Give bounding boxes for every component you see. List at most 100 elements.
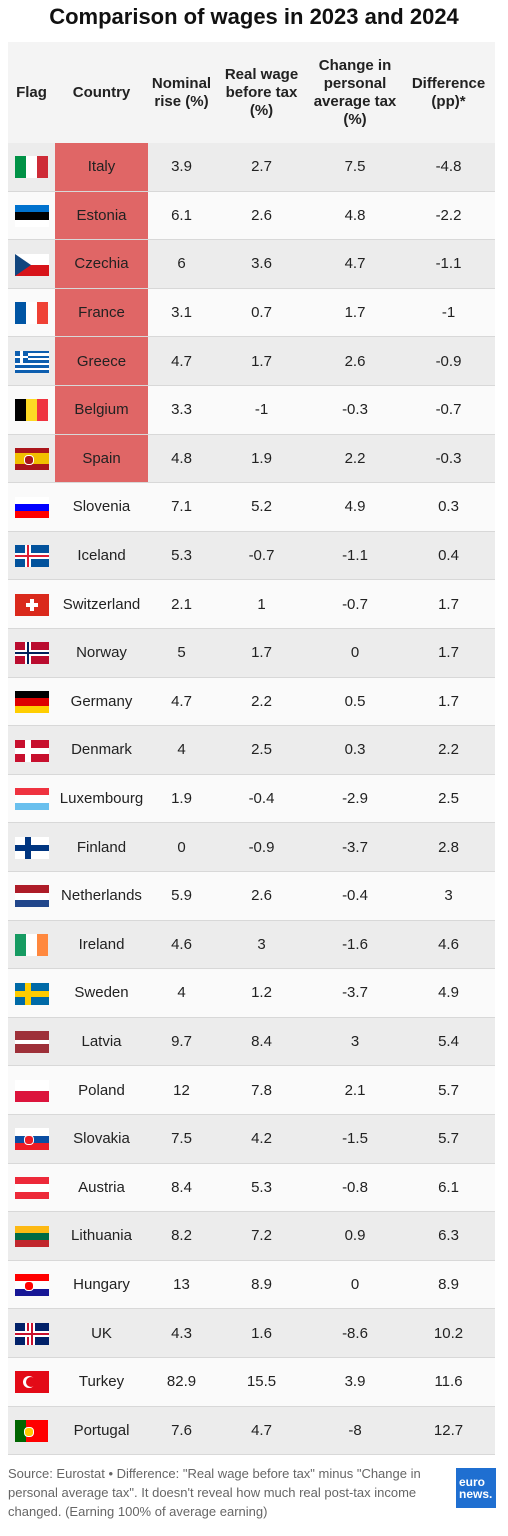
value-cell: 1.9: [251, 449, 272, 467]
country-cell: Czechia: [55, 240, 148, 288]
value-cell: 3.9: [171, 158, 192, 176]
table-row: [8, 677, 495, 727]
flag: [14, 1274, 49, 1297]
flag: [14, 545, 49, 568]
logo-line: euro: [459, 1475, 486, 1489]
country-cell: Finland: [76, 838, 127, 856]
value-cell: 4.9: [344, 498, 366, 516]
country-cell: Slovakia: [73, 1130, 130, 1148]
value-cell: 4.8: [171, 449, 192, 467]
table-row: [8, 1358, 495, 1407]
value-cell: 1.9: [171, 790, 192, 808]
value-cell: 1: [257, 595, 266, 613]
column-header: Country: [72, 83, 131, 101]
flag: [14, 1322, 49, 1345]
value-cell: 2.6: [251, 206, 272, 224]
value-cell: -8: [348, 1421, 362, 1439]
value-cell: 6: [177, 255, 186, 273]
country-cell: Norway: [76, 644, 127, 662]
flag: [14, 982, 49, 1005]
value-cell: 0: [177, 838, 186, 856]
table-row: [8, 1163, 495, 1213]
country-cell: Hungary: [73, 1276, 130, 1294]
country-cell: Ireland: [78, 935, 125, 953]
value-cell: 4.6: [438, 935, 459, 953]
value-cell: 7.1: [171, 498, 192, 516]
value-cell: 2.5: [251, 741, 272, 759]
value-cell: -0.4: [248, 790, 275, 808]
value-cell: 4.6: [171, 935, 192, 953]
value-cell: 3.9: [344, 1373, 366, 1391]
flag: [14, 739, 49, 762]
value-cell: 2.6: [344, 352, 366, 370]
flag: [14, 1225, 49, 1248]
table-row: [8, 969, 495, 1018]
value-cell: 1.7: [438, 595, 459, 613]
table-row: [8, 629, 495, 678]
value-cell: 3: [350, 1033, 360, 1051]
table-row: [8, 1017, 495, 1067]
value-cell: 4.3: [171, 1324, 192, 1342]
table-row: [8, 726, 495, 775]
table-row: [8, 872, 495, 921]
table-row: [8, 1212, 495, 1261]
table-row: [8, 531, 495, 581]
country-cell: Iceland: [77, 547, 126, 565]
value-cell: 5.3: [171, 547, 192, 565]
value-cell: -1.1: [342, 547, 368, 565]
country-cell: Sweden: [74, 984, 129, 1002]
country-cell: Belgium: [55, 386, 148, 434]
value-cell: -0.9: [248, 838, 275, 856]
country-cell: Netherlands: [61, 887, 142, 905]
table-row: [8, 580, 495, 629]
value-cell: 2.1: [344, 1081, 366, 1099]
value-cell: -1.1: [435, 255, 462, 273]
flag: [14, 496, 49, 519]
country-cell: Spain: [55, 434, 148, 483]
flag: [14, 690, 49, 713]
country-cell: Portugal: [73, 1421, 130, 1439]
value-cell: -1: [254, 401, 269, 419]
flag: [14, 1079, 49, 1102]
flag: [14, 350, 49, 373]
flag: [14, 836, 49, 859]
value-cell: -3.7: [342, 984, 368, 1002]
value-cell: -0.7: [435, 401, 462, 419]
column-header: Difference (pp)*: [411, 74, 486, 110]
value-cell: 3: [257, 935, 266, 953]
flag: [14, 204, 49, 227]
column-header: Change in personal average tax (%): [313, 56, 397, 128]
value-cell: 2.2: [251, 692, 272, 710]
value-cell: 4.2: [251, 1130, 272, 1148]
value-cell: 4.7: [251, 1421, 272, 1439]
country-cell: Latvia: [81, 1033, 122, 1051]
value-cell: 7.6: [171, 1421, 192, 1439]
value-cell: 4.7: [171, 352, 192, 370]
table-row: [8, 1309, 495, 1358]
value-cell: 5: [177, 644, 186, 662]
table-row: [8, 1066, 495, 1115]
value-cell: 3.6: [251, 255, 272, 273]
value-cell: 6.1: [171, 206, 192, 224]
table-row: [8, 774, 495, 824]
column-header: Flag: [16, 83, 47, 101]
value-cell: 6.1: [438, 1178, 459, 1196]
value-cell: 0.3: [344, 741, 366, 759]
value-cell: 4.7: [171, 692, 192, 710]
title: Comparison of wages in 2023 and 2024: [49, 4, 459, 29]
column-header: Nominal rise (%): [151, 74, 212, 110]
table-row: [8, 920, 495, 970]
value-cell: -2.9: [342, 790, 368, 808]
flag: [14, 1419, 49, 1442]
flag: [14, 447, 49, 470]
value-cell: 5.7: [438, 1081, 459, 1099]
flag: [14, 302, 49, 325]
value-cell: 12.7: [433, 1421, 464, 1439]
value-cell: 8.4: [251, 1033, 272, 1051]
value-cell: 1.7: [344, 304, 366, 322]
value-cell: -0.9: [435, 352, 462, 370]
country-cell: Slovenia: [72, 498, 131, 516]
value-cell: 7.5: [344, 158, 366, 176]
value-cell: 5.4: [438, 1033, 459, 1051]
